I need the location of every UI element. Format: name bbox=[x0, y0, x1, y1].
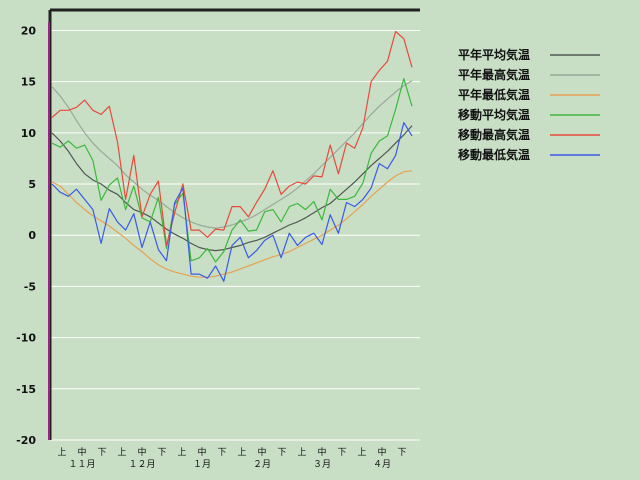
x-period-tick: 下 bbox=[397, 448, 406, 458]
x-period-tick: 下 bbox=[157, 448, 166, 458]
x-period-tick: 下 bbox=[217, 448, 226, 458]
x-period-tick: 中 bbox=[197, 446, 206, 458]
x-month-label: １２月 bbox=[128, 459, 155, 470]
x-period-tick: 上 bbox=[177, 447, 186, 458]
series-line-6 bbox=[51, 121, 413, 282]
y-tick-label: 10 bbox=[21, 127, 37, 140]
legend-label: 平年最高気温 bbox=[458, 67, 530, 82]
x-month-label: １１月 bbox=[68, 459, 95, 470]
grid-lines bbox=[50, 29, 420, 441]
x-month-label: １月 bbox=[193, 459, 211, 470]
legend-label: 移動最低気温 bbox=[458, 147, 530, 162]
x-period-tick: 下 bbox=[337, 448, 346, 458]
y-axis: 20 15 10 5 0 -5 -10 -15 -20 bbox=[16, 24, 36, 447]
x-axis: 上中下上中下上中下上中下上中下上中下１１月 １２月 １月 ２月 ３月 ４月 bbox=[57, 446, 406, 470]
x-period-tick: 上 bbox=[357, 447, 366, 458]
series-line-5 bbox=[51, 30, 413, 247]
series-lines bbox=[51, 30, 413, 282]
x-period-tick: 中 bbox=[317, 446, 326, 458]
legend-label: 平年平均気温 bbox=[458, 47, 530, 62]
x-period-tick: 下 bbox=[97, 448, 106, 458]
x-month-label: ２月 bbox=[253, 459, 271, 470]
x-period-tick: 中 bbox=[137, 446, 146, 458]
x-month-label: ３月 bbox=[313, 459, 331, 470]
y-tick-label: 20 bbox=[21, 24, 37, 37]
y-tick-label: -20 bbox=[16, 434, 36, 447]
x-period-tick: 中 bbox=[257, 446, 266, 458]
x-period-tick: 上 bbox=[237, 447, 246, 458]
legend-label: 移動最高気温 bbox=[458, 127, 530, 142]
x-period-tick: 上 bbox=[117, 447, 126, 458]
y-tick-label: 0 bbox=[28, 229, 36, 242]
series-line-2 bbox=[51, 80, 413, 229]
series-line-3 bbox=[51, 170, 413, 278]
x-period-tick: 中 bbox=[377, 446, 386, 458]
y-tick-label: -5 bbox=[24, 280, 36, 293]
legend-label: 平年最低気温 bbox=[458, 87, 530, 102]
y-tick-label: 15 bbox=[21, 76, 36, 89]
series-line-4 bbox=[51, 77, 413, 263]
x-period-tick: 中 bbox=[77, 446, 86, 458]
y-tick-label: -10 bbox=[16, 332, 36, 345]
y-tick-label: 5 bbox=[28, 178, 36, 191]
x-month-label: ４月 bbox=[373, 459, 391, 470]
x-period-tick: 下 bbox=[277, 448, 286, 458]
y-tick-label: -15 bbox=[16, 383, 36, 396]
x-period-tick: 上 bbox=[57, 447, 66, 458]
legend-label: 移動平均気温 bbox=[458, 107, 530, 122]
x-period-tick: 上 bbox=[297, 447, 306, 458]
